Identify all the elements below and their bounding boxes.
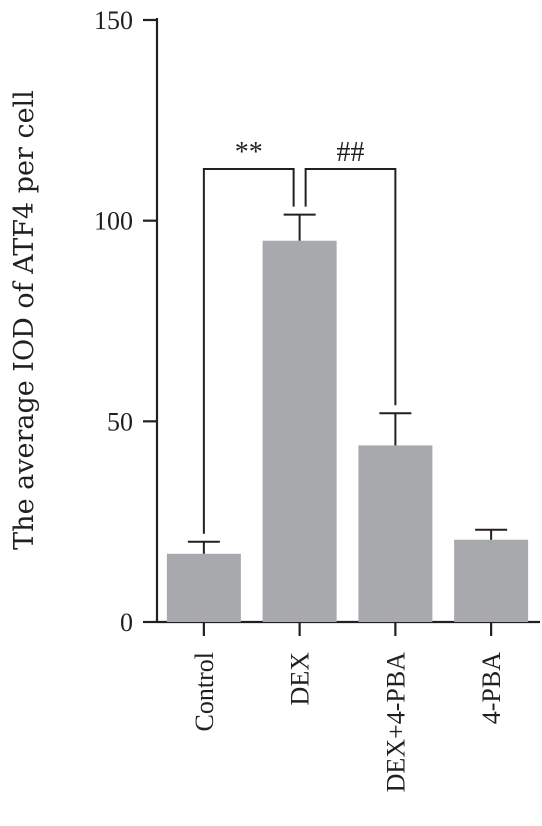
bar [358,445,433,622]
significance-label: ## [337,137,365,168]
y-axis-label: The average IOD of ATF4 per cell [9,90,40,550]
x-tick-label: DEX+4-PBA [381,652,410,793]
y-tick-label: 0 [120,608,133,637]
error-bars [187,213,508,554]
bars [166,240,529,622]
bar [166,553,241,622]
bar [454,539,529,622]
x-tick-labels: Control DEX DEX+4-PBA 4-PBA [190,652,506,793]
x-tick-label: 4-PBA [477,652,506,724]
significance-label: ** [235,137,263,168]
x-tick-label: DEX [286,652,315,706]
y-tick-label: 150 [94,6,133,35]
y-tick-label: 50 [107,407,133,436]
bar [262,240,337,622]
significance-brackets: ** ## [202,137,397,534]
y-tick-label: 100 [94,207,133,236]
x-tick-label: Control [190,652,219,731]
significance-bracket [304,168,397,406]
significance-bracket [202,168,295,534]
